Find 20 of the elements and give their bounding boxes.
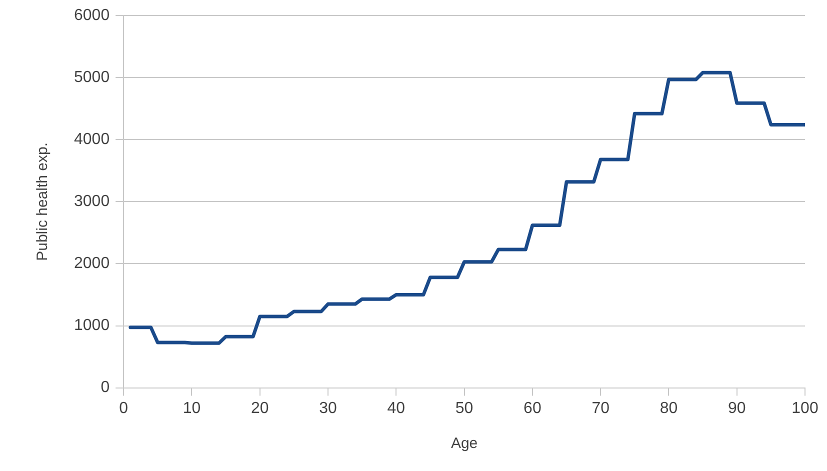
x-tick-label: 20 [250,400,269,417]
y-tick-label: 0 [100,379,110,396]
x-tick-label: 90 [728,400,746,417]
x-tick-label: 80 [660,400,678,417]
y-tick-label: 2000 [74,255,110,272]
y-axis-title: Public health exp. [34,142,52,261]
y-tick-label: 3000 [74,193,110,210]
x-tick-label: 60 [524,400,542,417]
x-tick-label: 0 [119,400,128,417]
x-tick-label: 40 [387,400,406,417]
x-tick-label: 50 [455,400,474,417]
x-axis-title: Age [450,435,478,452]
x-tick-label: 100 [792,400,818,417]
x-tick-label: 10 [182,400,201,417]
y-tick-label: 4000 [74,131,110,148]
x-tick-label: 70 [592,400,610,417]
y-tick-label: 6000 [74,7,110,24]
y-tick-label: 1000 [74,317,110,334]
y-tick-label: 5000 [74,69,110,86]
x-tick-label: 30 [319,400,338,417]
